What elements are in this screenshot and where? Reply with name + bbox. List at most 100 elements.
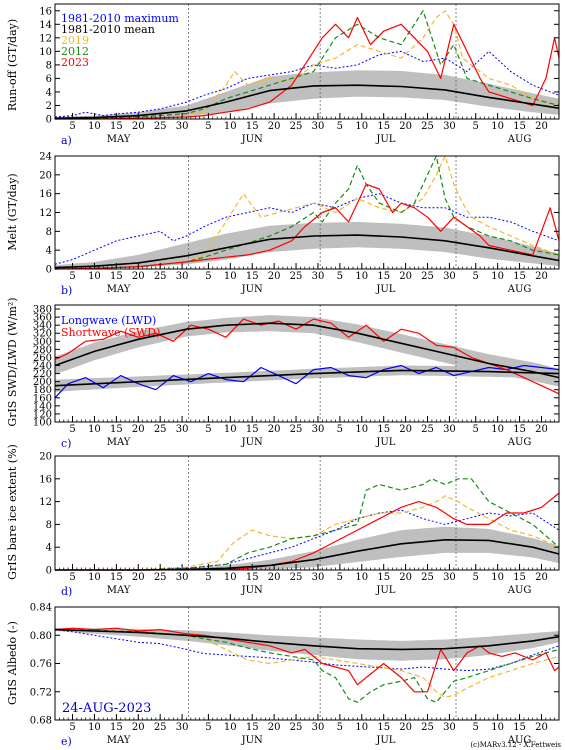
x-tick-label: 25 xyxy=(290,722,303,733)
y-tick-label: 0.84 xyxy=(30,603,52,614)
x-tick-label: 20 xyxy=(399,572,412,583)
legend-maximum: 1981-2010 maximum xyxy=(61,12,179,25)
x-tick-label: 20 xyxy=(399,424,412,435)
panel-a-series-y2012 xyxy=(54,10,560,120)
legend-2012: 2012 xyxy=(61,45,89,58)
panel-c-swd-mean-line xyxy=(54,322,560,379)
x-tick-label: 30 xyxy=(176,722,189,733)
panel-b-climatology-band xyxy=(55,221,559,269)
x-tick-label: 5 xyxy=(337,271,343,282)
x-tick-label: 5 xyxy=(69,572,75,583)
x-tick-label: 30 xyxy=(443,271,456,282)
x-tick-label: 5 xyxy=(473,424,479,435)
date-stamp: 24-AUG-2023 xyxy=(62,701,151,716)
credit-text: (c)MARv3.12 - X.Fettweis xyxy=(470,741,561,749)
panel-a-ylabel: Run-off (GT/day) xyxy=(6,19,19,111)
x-tick-label: 10 xyxy=(355,572,368,583)
x-tick-label: 25 xyxy=(154,424,167,435)
x-tick-label: 10 xyxy=(355,271,368,282)
panel-e-climatology-band xyxy=(55,628,559,661)
month-label: JUL xyxy=(375,134,395,145)
y-tick-label: 100 xyxy=(33,418,52,429)
x-tick-label: 10 xyxy=(491,722,504,733)
x-tick-label: 15 xyxy=(246,722,259,733)
x-tick-label: 15 xyxy=(377,121,390,132)
x-tick-label: 5 xyxy=(205,722,211,733)
legend-2023: 2023 xyxy=(61,56,89,69)
panel-c-legend: Longwave (LWD) Shortwave (SWD) xyxy=(61,314,160,339)
y-tick-label: 4 xyxy=(46,87,52,98)
x-tick-label: 20 xyxy=(268,722,281,733)
x-tick-label: 20 xyxy=(132,271,145,282)
y-tick-label: 320 xyxy=(33,329,52,340)
x-tick-label: 30 xyxy=(312,271,325,282)
x-tick-label: 15 xyxy=(110,572,123,583)
x-tick-label: 15 xyxy=(513,271,526,282)
x-tick-label: 5 xyxy=(337,424,343,435)
panel-d-plot: 0 4 8 12 16 20 5 10 15 20 25 30 5 10 15 20 25 30 5 10 15 20 25… xyxy=(39,452,560,596)
panel-b-series-maximum xyxy=(54,193,560,265)
month-label: MAY xyxy=(107,134,131,145)
month-label: AUG xyxy=(507,585,532,596)
panel-c-swd-band xyxy=(55,315,559,387)
y-tick-label: 0.68 xyxy=(30,716,52,727)
y-tick-label: 380 xyxy=(33,305,52,316)
x-tick-label: 10 xyxy=(224,121,237,132)
x-tick-label: 10 xyxy=(491,121,504,132)
y-tick-label: 260 xyxy=(33,353,52,364)
month-label: JUN xyxy=(241,585,263,596)
panel-a-plot: 0 2 4 6 8 10 12 14 16 5 10 15 20 25 30 5 10 15 20 25 30 5 10 15… xyxy=(39,3,560,145)
y-tick-label: 12 xyxy=(39,33,52,44)
panel-b-series-y2019 xyxy=(54,155,560,270)
x-tick-label: 10 xyxy=(88,121,101,132)
panel-b-series-y2023 xyxy=(54,183,560,270)
panel-c-plot: 1001201401601802002202402602803003203403… xyxy=(33,304,560,448)
x-tick-label: 15 xyxy=(377,722,390,733)
y-tick-label: 10 xyxy=(39,47,52,58)
x-tick-label: 15 xyxy=(513,722,526,733)
y-tick-label: 12 xyxy=(39,497,52,508)
y-tick-label: 4 xyxy=(46,543,52,554)
x-tick-label: 30 xyxy=(312,424,325,435)
x-tick-label: 5 xyxy=(69,271,75,282)
x-tick-label: 5 xyxy=(69,424,75,435)
panel-d-series-y2019 xyxy=(55,495,560,571)
x-tick-label: 25 xyxy=(290,424,303,435)
x-tick-label: 10 xyxy=(491,424,504,435)
x-tick-label: 25 xyxy=(154,121,167,132)
x-tick-label: 10 xyxy=(224,424,237,435)
x-tick-label: 20 xyxy=(399,722,412,733)
x-tick-label: 30 xyxy=(443,424,456,435)
y-tick-label: 8 xyxy=(46,60,52,71)
panel-a-legend: 1981-2010 maximum 1981-2010 mean 2019 20… xyxy=(61,12,179,69)
x-tick-label: 20 xyxy=(399,271,412,282)
panel-e-series-y2023 xyxy=(54,627,560,693)
x-tick-label: 30 xyxy=(443,121,456,132)
y-tick-label: 300 xyxy=(33,337,52,348)
x-tick-label: 10 xyxy=(355,424,368,435)
x-tick-label: 10 xyxy=(88,424,101,435)
x-tick-label: 15 xyxy=(513,121,526,132)
x-tick-label: 30 xyxy=(443,572,456,583)
month-label: JUL xyxy=(375,437,395,448)
panel-c-ylabel: GrIS SWD/LWD (W/m²) xyxy=(6,297,19,426)
panel-a-frame xyxy=(54,3,560,120)
panel-d-climatology-band xyxy=(55,526,559,570)
x-tick-label: 20 xyxy=(268,121,281,132)
x-tick-label: 10 xyxy=(355,722,368,733)
x-tick-label: 20 xyxy=(132,424,145,435)
month-label: AUG xyxy=(507,134,532,145)
panel-b: Melt (GT/day) 0 4 8 12 16 20 24 5 10 15 20 25 30 5 10 1… xyxy=(6,152,560,297)
month-label: AUG xyxy=(507,284,532,295)
month-label: MAY xyxy=(107,437,131,448)
panel-b-plot: 0 4 8 12 16 20 24 5 10 15 20 25 30 5 10 15 20 25 30 5 10 15 20… xyxy=(39,152,560,295)
x-tick-label: 20 xyxy=(132,722,145,733)
x-tick-label: 10 xyxy=(355,121,368,132)
x-tick-label: 30 xyxy=(312,572,325,583)
x-tick-label: 10 xyxy=(224,722,237,733)
month-label: MAY xyxy=(107,284,131,295)
x-tick-label: 25 xyxy=(421,121,434,132)
x-tick-label: 5 xyxy=(205,572,211,583)
month-label: JUN xyxy=(241,134,263,145)
x-tick-label: 20 xyxy=(535,424,548,435)
